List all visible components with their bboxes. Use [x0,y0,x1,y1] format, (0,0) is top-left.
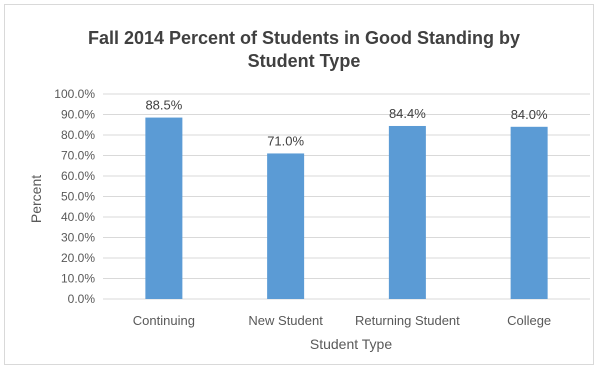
x-tick-label: New Student [248,313,323,328]
bars [145,117,548,299]
y-tick-label: 100.0% [54,87,95,101]
y-tick-label: 60.0% [61,169,95,183]
data-label: 84.4% [389,106,426,121]
x-tick-label: College [507,313,551,328]
x-axis-title: Student Type [310,336,392,352]
x-axis-categories: Continuing New Student Returning Student Co… [133,313,551,328]
bar-college [510,126,548,299]
y-tick-label: 0.0% [68,292,96,306]
y-tick-label: 20.0% [61,251,95,265]
y-tick-label: 70.0% [61,149,95,163]
y-tick-label: 30.0% [61,231,95,245]
x-tick-label: Continuing [133,313,195,328]
y-axis-ticks: 0.0% 10.0% 20.0% 30.0% 40.0% 50.0% 60.0% 70.0% 8… [54,87,95,306]
data-label: 71.0% [267,133,304,148]
data-labels: 88.5% 71.0% 84.4% 84.0% [145,98,548,149]
y-tick-label: 80.0% [61,128,95,142]
y-tick-label: 90.0% [61,108,95,122]
y-tick-label: 10.0% [61,272,95,286]
data-label: 88.5% [145,98,182,113]
data-label: 84.0% [511,107,548,122]
y-tick-label: 50.0% [61,190,95,204]
bar-returning-student [388,125,426,299]
x-tick-label: Returning Student [355,313,460,328]
gridlines [103,93,590,300]
chart-title-line-2: Student Type [248,51,361,71]
bar-new-student [267,153,305,299]
bar-continuing [145,117,183,299]
y-axis-title: Percent [28,175,44,223]
chart-title-line-1: Fall 2014 Percent of Students in Good St… [88,28,520,48]
y-tick-label: 40.0% [61,210,95,224]
